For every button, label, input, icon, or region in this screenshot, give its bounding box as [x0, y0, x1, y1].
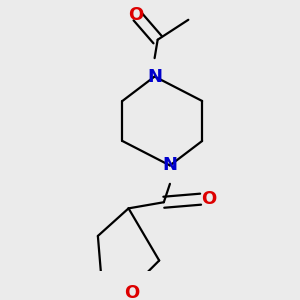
- Text: N: N: [162, 156, 177, 174]
- Text: O: O: [124, 284, 139, 300]
- Text: N: N: [147, 68, 162, 85]
- Text: O: O: [129, 6, 144, 24]
- Text: O: O: [201, 190, 216, 208]
